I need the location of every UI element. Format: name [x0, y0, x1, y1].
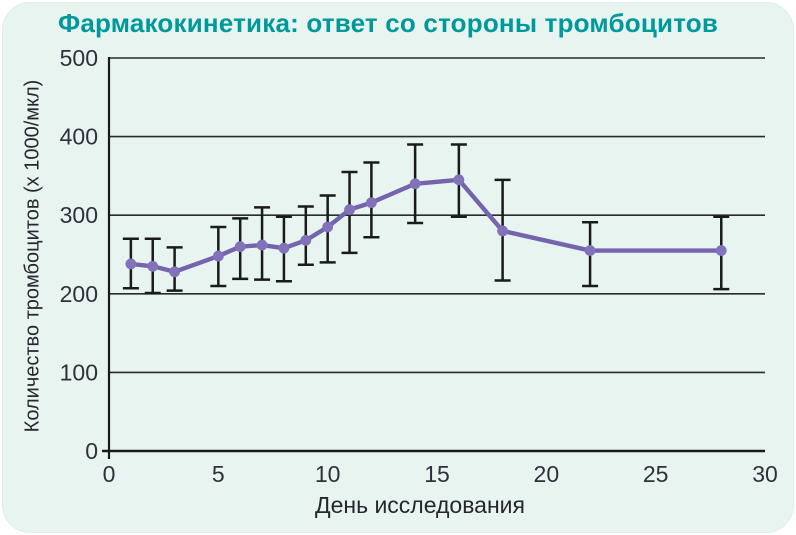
x-tick-label-15: 15: [424, 461, 450, 487]
data-point-marker: [322, 221, 334, 233]
x-tick-label-25: 25: [643, 461, 669, 487]
data-point-marker: [256, 239, 268, 251]
y-tick-label-100: 100: [60, 359, 98, 385]
data-point-marker: [300, 234, 312, 246]
y-tick-label-200: 200: [60, 281, 98, 307]
y-axis-title: Количество тромбоцитов (x 1000/мкл): [21, 79, 44, 433]
data-point-marker: [344, 204, 355, 216]
data-point-marker: [409, 178, 421, 190]
y-tick-label-500: 500: [60, 45, 98, 71]
data-point-marker: [497, 225, 508, 237]
data-point-marker: [278, 242, 290, 254]
data-point-marker: [125, 258, 137, 270]
y-tick-label-0: 0: [85, 438, 98, 464]
x-tick-label-5: 5: [212, 461, 225, 487]
series-line: [128, 177, 724, 274]
y-tick-label-300: 300: [60, 202, 98, 228]
chart-title: Фармакокинетика: ответ со стороны тромбо…: [58, 8, 719, 38]
data-point-marker: [584, 245, 596, 256]
data-point-marker: [212, 250, 224, 262]
data-point-marker: [169, 266, 181, 278]
x-axis-title: День исследования: [315, 492, 525, 518]
data-point-marker: [366, 197, 377, 209]
data-point-marker: [453, 174, 465, 186]
x-tick-label-10: 10: [315, 461, 341, 487]
data-point-marker: [234, 241, 246, 253]
data-point-marker: [147, 260, 159, 272]
x-tick-label-20: 20: [534, 461, 560, 487]
y-tick-label-400: 400: [60, 124, 98, 150]
x-tick-label-30: 30: [752, 461, 778, 487]
x-tick-label-0: 0: [103, 461, 116, 487]
data-point-marker: [715, 245, 727, 256]
